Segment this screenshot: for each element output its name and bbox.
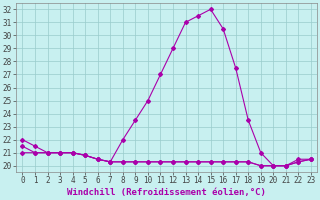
X-axis label: Windchill (Refroidissement éolien,°C): Windchill (Refroidissement éolien,°C) <box>67 188 266 197</box>
